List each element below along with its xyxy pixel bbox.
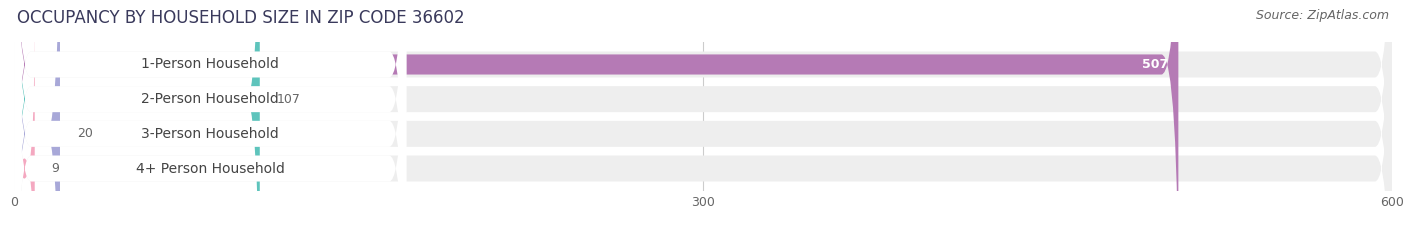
Text: 20: 20	[77, 127, 93, 140]
FancyBboxPatch shape	[14, 10, 35, 233]
FancyBboxPatch shape	[14, 0, 60, 233]
Text: 3-Person Household: 3-Person Household	[141, 127, 278, 141]
Text: 2-Person Household: 2-Person Household	[141, 92, 278, 106]
Text: 9: 9	[52, 162, 59, 175]
FancyBboxPatch shape	[14, 0, 1392, 233]
Text: 4+ Person Household: 4+ Person Household	[136, 161, 284, 175]
FancyBboxPatch shape	[14, 0, 406, 233]
Text: 107: 107	[277, 93, 301, 106]
FancyBboxPatch shape	[14, 0, 1178, 233]
Text: Source: ZipAtlas.com: Source: ZipAtlas.com	[1256, 9, 1389, 22]
FancyBboxPatch shape	[14, 0, 1392, 233]
FancyBboxPatch shape	[14, 0, 406, 233]
FancyBboxPatch shape	[14, 0, 406, 233]
FancyBboxPatch shape	[14, 0, 260, 233]
FancyBboxPatch shape	[14, 0, 1392, 233]
Text: OCCUPANCY BY HOUSEHOLD SIZE IN ZIP CODE 36602: OCCUPANCY BY HOUSEHOLD SIZE IN ZIP CODE …	[17, 9, 464, 27]
Text: 507: 507	[1142, 58, 1168, 71]
FancyBboxPatch shape	[14, 0, 406, 233]
Text: 1-Person Household: 1-Person Household	[141, 58, 278, 72]
FancyBboxPatch shape	[14, 0, 1392, 233]
